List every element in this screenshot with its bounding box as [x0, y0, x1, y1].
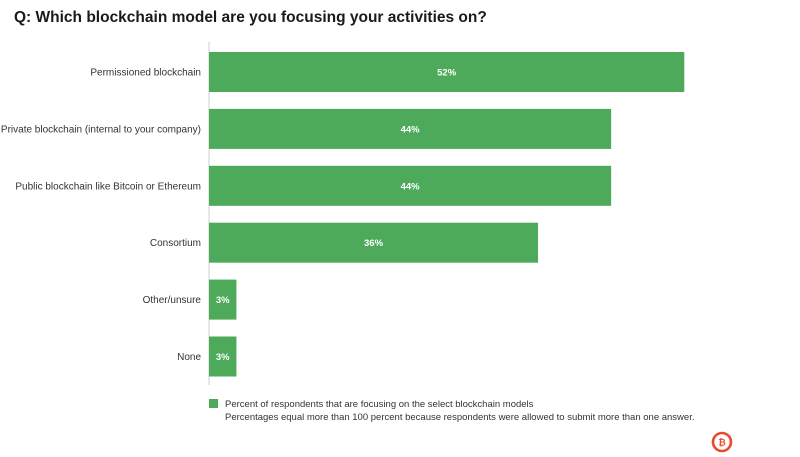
category-label: Permissioned blockchain — [90, 68, 201, 79]
bar-value-label: 3% — [216, 295, 230, 306]
bar — [209, 108, 612, 149]
bar-value-label: 44% — [401, 181, 421, 192]
bar-value-label: 36% — [364, 238, 384, 249]
bar-value-label: 52% — [437, 68, 457, 79]
legend-label: Percent of respondents that are focusing… — [225, 399, 534, 410]
bar-value-label: 3% — [216, 352, 230, 363]
legend-swatch — [209, 399, 218, 408]
bar — [209, 222, 539, 263]
bar — [209, 279, 237, 320]
chart-title: Q: Which blockchain model are you focusi… — [14, 9, 487, 26]
category-label: Public blockchain like Bitcoin or Ethere… — [15, 181, 201, 192]
footnote: Percentages equal more than 100 percent … — [225, 412, 695, 423]
category-label: None — [177, 352, 201, 363]
category-label: Other/unsure — [143, 295, 202, 306]
legend: Percent of respondents that are focusing… — [209, 398, 695, 424]
bar — [209, 336, 237, 377]
bar-value-label: 44% — [401, 124, 421, 135]
category-label: Consortium — [150, 238, 201, 249]
bar-chart: Permissioned blockchain 52% Private blockc… — [1, 42, 685, 385]
svg-text:₿: ₿ — [718, 437, 725, 448]
bitcoin-logo-icon: ₿ — [711, 431, 733, 453]
bar — [209, 52, 685, 92]
category-label: Private blockchain (internal to your com… — [1, 124, 201, 135]
bar — [209, 165, 612, 206]
